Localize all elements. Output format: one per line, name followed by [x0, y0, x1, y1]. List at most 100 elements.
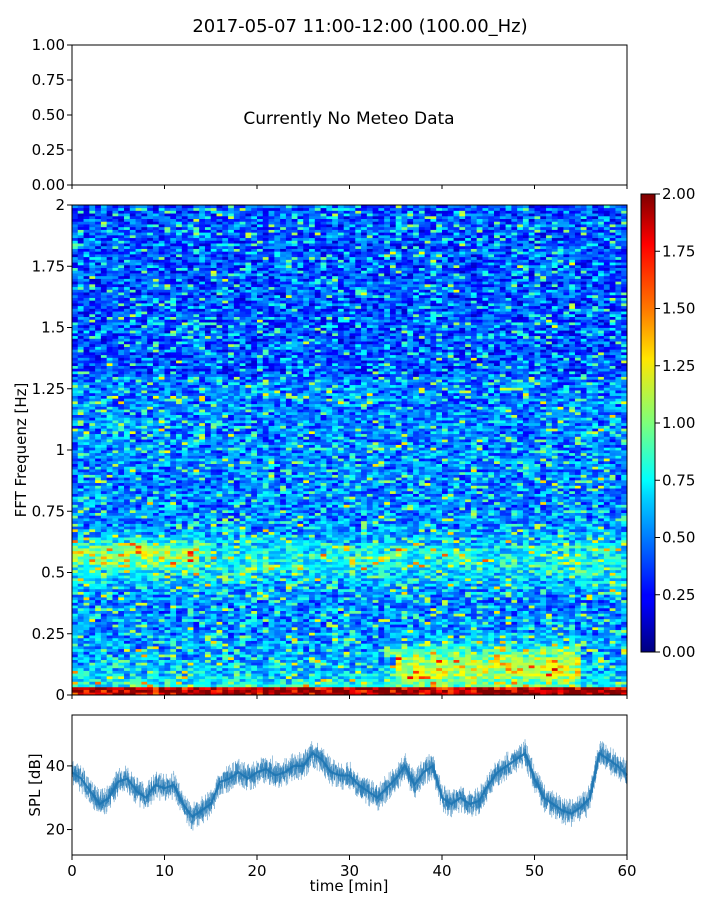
heatmap-cell: [176, 289, 183, 293]
heatmap-cell: [95, 205, 102, 209]
heatmap-cell: [170, 240, 177, 244]
heatmap-cell: [118, 237, 125, 241]
heatmap-cell: [222, 469, 229, 473]
heatmap-cell: [89, 471, 96, 475]
heatmap-cell: [83, 240, 90, 244]
heatmap-cell: [152, 452, 160, 456]
heatmap-cell: [118, 215, 125, 220]
heatmap-cell: [118, 278, 125, 282]
heatmap-cell: [89, 259, 96, 263]
heatmap-cell: [222, 692, 229, 696]
heatmap-cell: [176, 362, 183, 367]
heatmap-cell: [129, 496, 136, 500]
heatmap-cell: [176, 537, 183, 541]
heatmap-cell: [118, 621, 125, 625]
heatmap-cell: [77, 526, 84, 530]
heatmap-cell: [77, 640, 84, 644]
heatmap-cell: [216, 458, 223, 462]
heatmap-cell: [187, 490, 194, 494]
heatmap-cell: [176, 594, 183, 598]
heatmap-cell: [199, 439, 206, 443]
heatmap-cell: [118, 485, 125, 489]
heatmap-cell: [164, 371, 171, 375]
heatmap-cell: [141, 371, 148, 375]
heatmap-cell: [95, 444, 102, 448]
heatmap-cell: [193, 441, 200, 445]
heatmap-cell: [158, 207, 165, 211]
heatmap-cell: [112, 618, 119, 622]
heatmap-cell: [89, 591, 96, 595]
heatmap-cell: [129, 488, 136, 492]
heatmap-cell: [124, 673, 131, 677]
heatmap-cell: [147, 534, 154, 538]
heatmap-cell: [193, 594, 200, 598]
heatmap-cell: [170, 354, 177, 358]
heatmap-cell: [112, 534, 119, 538]
heatmap-cell: [135, 553, 142, 557]
heatmap-cell: [216, 520, 223, 524]
heatmap-cell: [72, 605, 79, 609]
heatmap-cell: [129, 605, 136, 609]
heatmap-cell: [106, 368, 113, 372]
heatmap-cell: [89, 207, 96, 211]
heatmap-cell: [124, 234, 131, 239]
heatmap-cell: [193, 583, 200, 587]
heatmap-cell: [72, 248, 79, 252]
heatmap-cell: [158, 626, 165, 631]
heatmap-cell: [222, 376, 229, 380]
heatmap-cell: [118, 289, 125, 293]
heatmap-cell: [216, 651, 223, 655]
heatmap-cell: [193, 422, 200, 426]
heatmap-cell: [181, 243, 189, 247]
heatmap-cell: [193, 558, 200, 563]
heatmap-cell: [170, 692, 177, 696]
heatmap-cell: [141, 270, 148, 274]
heatmap-cell: [204, 335, 212, 339]
heatmap-cell: [89, 289, 96, 293]
heatmap-cell: [216, 441, 223, 445]
heatmap-cell: [83, 395, 90, 399]
heatmap-cell: [100, 240, 108, 244]
heatmap-cell: [193, 675, 200, 680]
heatmap-cell: [124, 675, 131, 680]
heatmap-cell: [129, 556, 136, 560]
heatmap-cell: [89, 580, 96, 584]
heatmap-cell: [164, 556, 171, 560]
heatmap-cell: [141, 670, 148, 674]
heatmap-cell: [199, 371, 206, 375]
heatmap-cell: [193, 406, 200, 410]
heatmap-cell: [89, 520, 96, 524]
heatmap-cell: [95, 594, 102, 598]
heatmap-cell: [106, 428, 113, 432]
heatmap-cell: [204, 210, 212, 214]
heatmap-cell: [152, 281, 160, 285]
heatmap-cell: [164, 409, 171, 413]
heatmap-cell: [72, 425, 79, 429]
heatmap-cell: [228, 496, 235, 500]
heatmap-cell: [204, 610, 212, 614]
heatmap-cell: [95, 618, 102, 622]
heatmap-cell: [118, 629, 125, 633]
heatmap-cell: [181, 537, 189, 541]
heatmap-cell: [152, 490, 160, 494]
heatmap-cell: [95, 425, 102, 429]
heatmap-cell: [77, 349, 84, 353]
heatmap-cell: [118, 605, 125, 609]
heatmap-cell: [77, 577, 84, 582]
heatmap-cell: [170, 322, 177, 326]
heatmap-cell: [222, 259, 229, 263]
heatmap-cell: [170, 637, 177, 641]
heatmap-cell: [210, 485, 217, 489]
heatmap-cell: [72, 626, 79, 631]
heatmap-cell: [216, 221, 223, 225]
heatmap-cell: [72, 684, 79, 688]
heatmap-cell: [181, 542, 189, 546]
heatmap-cell: [129, 384, 136, 388]
heatmap-cell: [158, 504, 165, 508]
heatmap-cell: [141, 254, 148, 258]
heatmap-cell: [118, 324, 125, 328]
heatmap-cell: [89, 550, 96, 554]
heatmap-cell: [164, 507, 171, 511]
heatmap-cell: [141, 675, 148, 680]
heatmap-cell: [152, 313, 160, 318]
